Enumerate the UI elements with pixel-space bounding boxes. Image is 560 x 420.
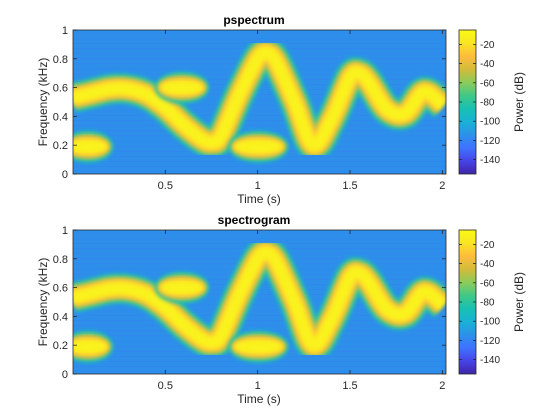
tone-burst (73, 141, 106, 153)
y-tick-label: 0.4 (53, 111, 68, 123)
tone-burst (236, 141, 282, 153)
pspectrum-panel: pspectrum 0.5 1 1.5 2 0 0.2 0.4 0.6 0.8 1 Time (… (36, 13, 526, 206)
y-tick-label: 0 (62, 169, 68, 181)
y-ticks: 0 0.2 0.4 0.6 0.8 1 (53, 225, 446, 381)
x-tick-label: 0.5 (158, 180, 173, 192)
y-tick-label: 0.6 (53, 283, 68, 295)
x-tick-label: 1 (255, 180, 261, 192)
colorbar-tick-label: -140 (480, 155, 500, 166)
y-ticks: 0 0.2 0.4 0.6 0.8 1 (53, 25, 446, 181)
colorbar-label: Power (dB) (512, 272, 526, 332)
panel-title: spectrogram (218, 213, 291, 227)
x-ticks: 0.5 1 1.5 2 (158, 30, 445, 192)
axes-box (72, 29, 447, 175)
swept-tone-trace (73, 248, 446, 350)
colorbar-tick-label: -100 (480, 117, 500, 128)
colorbar-tick-label: -60 (480, 78, 495, 89)
x-ticks: 0.5 1 1.5 2 (158, 230, 445, 392)
tone-burst (162, 282, 202, 294)
spectrogram-panel: spectrogram 0.5 1 1.5 2 0 0.2 0.4 0.6 0.8 1 Time… (36, 213, 526, 406)
colorbar-tick-label: -40 (480, 59, 495, 70)
y-tick-label: 0.4 (53, 311, 68, 323)
colorbar-label: Power (dB) (512, 72, 526, 132)
y-tick-label: 0.8 (53, 254, 68, 266)
x-axis-label: Time (s) (237, 392, 281, 406)
y-tick-label: 1 (62, 225, 68, 237)
x-tick-label: 2 (439, 180, 445, 192)
y-tick-label: 0.2 (53, 140, 68, 152)
y-tick-label: 1 (62, 25, 68, 37)
colorbar-tick-label: -60 (480, 278, 495, 289)
colorbar-gradient (459, 230, 476, 374)
tone-burst (162, 82, 202, 94)
y-tick-label: 0 (62, 369, 68, 381)
colorbar-tick-label: -100 (480, 317, 500, 328)
colorbar-tick-label: -20 (480, 240, 495, 251)
x-tick-label: 1.5 (342, 380, 357, 392)
tone-burst (236, 341, 282, 353)
tone-burst (73, 341, 106, 353)
plot-area (73, 30, 446, 174)
colorbar-tick-label: -20 (480, 40, 495, 51)
x-tick-label: 1.5 (342, 180, 357, 192)
panel-title: pspectrum (223, 13, 284, 27)
x-tick-label: 2 (439, 380, 445, 392)
colorbar-tick-label: -120 (480, 136, 500, 147)
colorbar-tick-label: -80 (480, 298, 495, 309)
swept-tone-trace (73, 48, 446, 150)
colorbar: -20 -40 -60 -80 -100 -120 -140 (458, 29, 500, 175)
colorbar-tick-label: -140 (480, 355, 500, 366)
x-axis-label: Time (s) (237, 192, 281, 206)
x-tick-label: 1 (255, 380, 261, 392)
colorbar-tick-label: -80 (480, 98, 495, 109)
axes-box (72, 229, 447, 375)
colorbar: -20 -40 -60 -80 -100 -120 -140 (458, 229, 500, 375)
y-tick-label: 0.6 (53, 83, 68, 95)
y-tick-label: 0.2 (53, 340, 68, 352)
plot-area (73, 230, 446, 374)
y-axis-label: Frequency (kHz) (36, 58, 50, 147)
colorbar-tick-label: -120 (480, 336, 500, 347)
y-axis-label: Frequency (kHz) (36, 258, 50, 347)
x-tick-label: 0.5 (158, 380, 173, 392)
colorbar-gradient (459, 30, 476, 174)
y-tick-label: 0.8 (53, 54, 68, 66)
colorbar-tick-label: -40 (480, 259, 495, 270)
